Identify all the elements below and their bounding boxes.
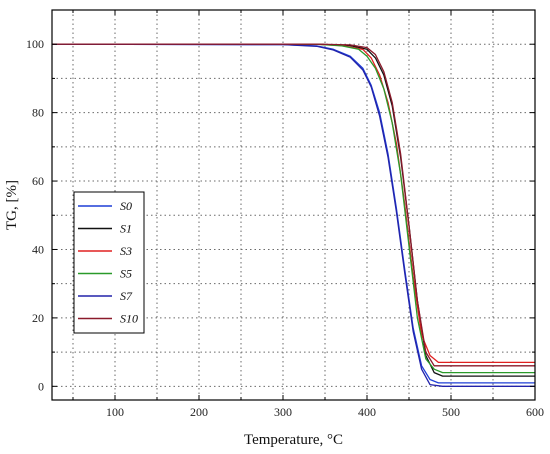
legend: S0 S1 S3 S5 S7 S10 bbox=[73, 191, 145, 334]
legend-label-S5: S5 bbox=[120, 267, 132, 281]
series-line-S7 bbox=[51, 43, 535, 387]
legend-label-S10: S10 bbox=[120, 312, 138, 326]
y-tick-label: 20 bbox=[32, 311, 44, 325]
grid-lines bbox=[52, 10, 535, 400]
y-tick-label: 40 bbox=[32, 242, 44, 256]
y-axis-label: TG, [%] bbox=[4, 180, 20, 230]
legend-label-S0: S0 bbox=[120, 199, 132, 213]
x-axis-label: Temperature, °C bbox=[244, 432, 343, 448]
legend-box bbox=[73, 191, 145, 334]
legend-label-S3: S3 bbox=[120, 244, 132, 258]
x-tick-label: 400 bbox=[358, 405, 376, 419]
x-tick-label: 200 bbox=[190, 405, 208, 419]
axes: 100 200 300 400 500 600 0 20 40 60 80 100 bbox=[26, 9, 544, 419]
series-lines bbox=[51, 43, 535, 387]
plot-frame bbox=[51, 9, 536, 401]
x-tick-label: 100 bbox=[106, 405, 124, 419]
y-tick-label: 0 bbox=[38, 379, 44, 393]
series-line-S5 bbox=[52, 43, 535, 374]
legend-label-S1: S1 bbox=[120, 222, 132, 236]
legend-label-S7: S7 bbox=[120, 289, 133, 303]
y-tick-label: 100 bbox=[26, 37, 44, 51]
x-tick-label: 300 bbox=[274, 405, 292, 419]
series-line-S10 bbox=[52, 43, 535, 367]
y-tick-label: 80 bbox=[32, 106, 44, 120]
x-tick-label: 500 bbox=[442, 405, 460, 419]
x-tick-label: 600 bbox=[526, 405, 544, 419]
y-tick-label: 60 bbox=[32, 174, 44, 188]
